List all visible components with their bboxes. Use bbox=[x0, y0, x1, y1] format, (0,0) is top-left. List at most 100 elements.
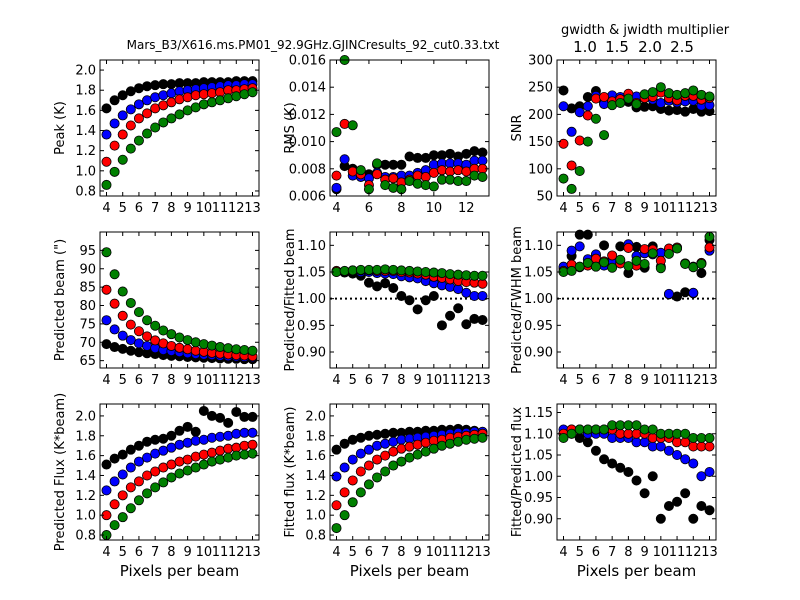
data-point-series-2 bbox=[339, 487, 350, 498]
data-point-series-1 bbox=[331, 182, 342, 193]
data-point-series-1 bbox=[704, 466, 715, 477]
x-tick-label: 11 bbox=[669, 545, 686, 560]
data-point-series-2 bbox=[380, 450, 391, 461]
data-point-series-0 bbox=[117, 343, 128, 354]
y-tick-label: 1.15 bbox=[524, 406, 553, 421]
data-point-series-0 bbox=[420, 295, 431, 306]
x-tick-label: 13 bbox=[244, 373, 261, 388]
x-tick-label: 4 bbox=[559, 373, 567, 388]
x-tick-label: 12 bbox=[458, 201, 475, 216]
data-point-series-1 bbox=[477, 290, 488, 301]
data-point-series-0 bbox=[355, 432, 366, 443]
data-point-series-0 bbox=[461, 319, 472, 330]
data-point-series-0 bbox=[101, 103, 112, 114]
y-tick-label: 50 bbox=[536, 190, 553, 205]
data-point-series-1 bbox=[150, 92, 161, 103]
data-point-series-3 bbox=[150, 122, 161, 133]
data-point-series-2 bbox=[117, 129, 128, 140]
x-tick-label: 8 bbox=[397, 545, 405, 560]
data-point-series-1 bbox=[101, 129, 112, 140]
data-point-series-3 bbox=[142, 488, 153, 499]
data-point-series-3 bbox=[582, 257, 593, 268]
data-point-series-2 bbox=[396, 443, 407, 454]
y-tick-label: 0.95 bbox=[297, 319, 326, 334]
x-tick-label: 8 bbox=[167, 545, 175, 560]
data-point-series-3 bbox=[680, 428, 691, 439]
data-point-series-3 bbox=[339, 510, 350, 521]
data-point-series-0 bbox=[166, 430, 177, 441]
data-point-series-3 bbox=[247, 448, 258, 459]
data-point-series-0 bbox=[109, 453, 120, 464]
data-point-series-3 bbox=[607, 262, 618, 273]
data-point-series-3 bbox=[158, 325, 169, 336]
data-point-series-0 bbox=[142, 436, 153, 447]
x-tick-label: 11 bbox=[669, 373, 686, 388]
data-point-series-3 bbox=[133, 307, 144, 318]
data-point-series-1 bbox=[101, 315, 112, 326]
y-tick-label: 0.012 bbox=[289, 108, 326, 123]
data-point-series-1 bbox=[125, 462, 136, 473]
data-point-series-1 bbox=[688, 458, 699, 469]
data-point-series-1 bbox=[363, 444, 374, 455]
data-point-series-1 bbox=[339, 462, 350, 473]
data-point-series-0 bbox=[655, 513, 666, 524]
x-tick-label: 6 bbox=[135, 545, 143, 560]
data-point-series-3 bbox=[206, 340, 217, 351]
y-axis-label: Predicted/FWHM beam bbox=[510, 226, 525, 374]
x-tick-label: 7 bbox=[151, 201, 159, 216]
data-point-series-3 bbox=[347, 497, 358, 508]
data-point-series-2 bbox=[363, 460, 374, 471]
data-point-series-3 bbox=[704, 91, 715, 102]
data-point-series-1 bbox=[380, 438, 391, 449]
data-point-series-0 bbox=[582, 229, 593, 240]
data-point-series-3 bbox=[672, 243, 683, 254]
data-point-series-3 bbox=[590, 113, 601, 124]
data-point-series-2 bbox=[166, 340, 177, 351]
x-tick-label: 9 bbox=[413, 545, 421, 560]
data-point-series-0 bbox=[125, 444, 136, 455]
data-point-series-0 bbox=[469, 146, 480, 157]
x-tick-label: 8 bbox=[624, 373, 632, 388]
y-tick-label: 1.0 bbox=[75, 164, 96, 179]
x-tick-label: 8 bbox=[397, 201, 405, 216]
data-point-series-2 bbox=[190, 451, 201, 462]
y-tick-label: 1.00 bbox=[297, 292, 326, 307]
data-point-series-1 bbox=[680, 454, 691, 465]
x-tick-label: 10 bbox=[426, 201, 443, 216]
x-tick-label: 6 bbox=[365, 545, 373, 560]
data-point-series-1 bbox=[574, 241, 585, 252]
x-tick-label: 13 bbox=[474, 373, 491, 388]
y-tick-label: 1.10 bbox=[297, 239, 326, 254]
data-point-series-1 bbox=[663, 445, 674, 456]
data-point-series-3 bbox=[133, 495, 144, 506]
y-tick-label: 200 bbox=[528, 108, 553, 123]
data-point-series-2 bbox=[607, 250, 618, 261]
x-tick-label: 7 bbox=[608, 201, 616, 216]
data-point-series-3 bbox=[574, 165, 585, 176]
data-point-series-3 bbox=[215, 95, 226, 106]
data-point-series-3 bbox=[347, 120, 358, 131]
y-tick-label: 150 bbox=[528, 135, 553, 150]
y-tick-label: 1.8 bbox=[305, 429, 326, 444]
data-point-series-0 bbox=[133, 347, 144, 358]
data-point-series-3 bbox=[372, 472, 383, 483]
x-tick-label: 4 bbox=[332, 201, 340, 216]
data-point-series-3 bbox=[412, 178, 423, 189]
legend-heading: gwidth & jwidth multiplier bbox=[561, 23, 730, 38]
data-point-series-1 bbox=[388, 436, 399, 447]
data-point-series-1 bbox=[672, 449, 683, 460]
y-tick-label: 90 bbox=[79, 262, 96, 277]
y-tick-label: 1.2 bbox=[75, 144, 96, 159]
y-tick-label: 1.05 bbox=[297, 266, 326, 281]
panel-grid: 4 5 6 7 8 9 10 11 12 130.81.01.21.41.61.82.0Peak … bbox=[53, 54, 718, 581]
data-point-series-0 bbox=[582, 91, 593, 102]
data-point-series-3 bbox=[688, 85, 699, 96]
data-point-series-2 bbox=[436, 165, 447, 176]
data-point-series-3 bbox=[223, 343, 234, 354]
y-tick-label: 1.4 bbox=[75, 124, 96, 139]
data-point-series-1 bbox=[101, 485, 112, 496]
y-tick-label: 1.8 bbox=[75, 84, 96, 99]
data-point-series-0 bbox=[688, 513, 699, 524]
data-point-series-2 bbox=[150, 466, 161, 477]
data-point-series-0 bbox=[215, 412, 226, 423]
